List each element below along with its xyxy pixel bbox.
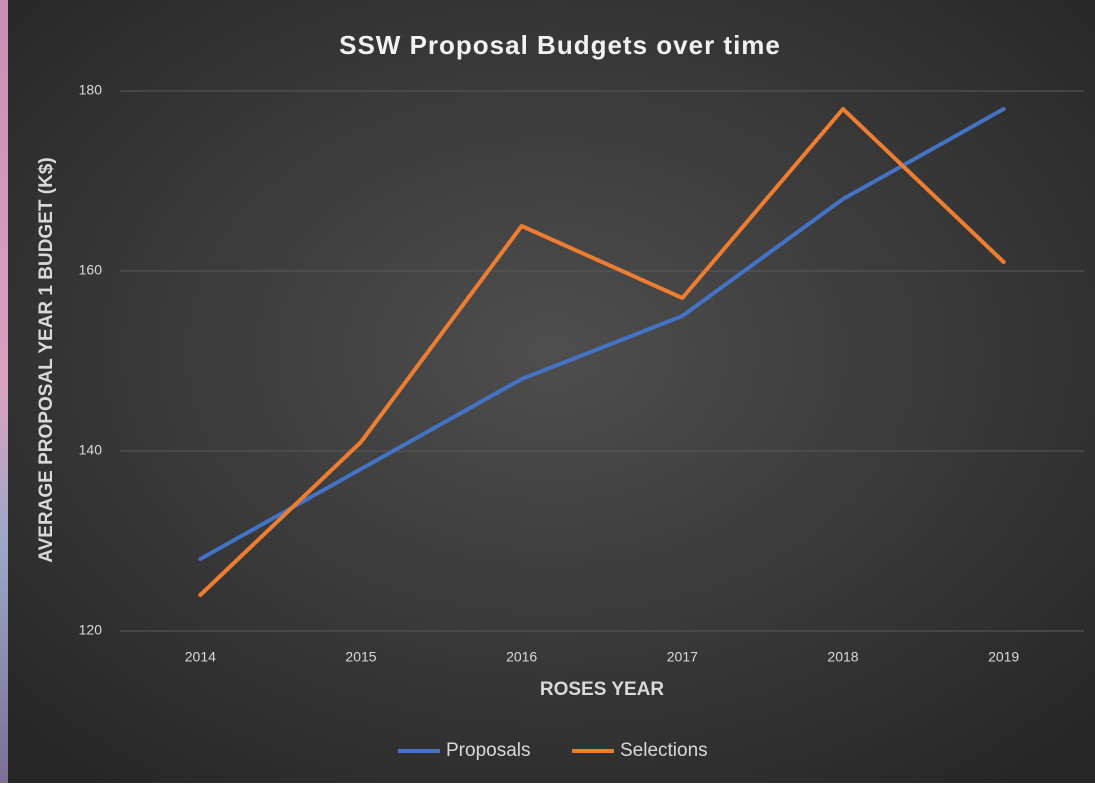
y-tick-label: 140 <box>79 442 103 458</box>
legend-label: Selections <box>620 740 708 761</box>
chart-background <box>8 0 1095 783</box>
y-tick-label: 160 <box>79 262 103 278</box>
x-tick-label: 2016 <box>506 649 537 665</box>
y-axis-label: AVERAGE PROPOSAL YEAR 1 BUDGET (K$) <box>36 157 57 562</box>
x-tick-label: 2017 <box>667 649 698 665</box>
x-tick-label: 2019 <box>988 649 1019 665</box>
x-tick-label: 2015 <box>345 649 376 665</box>
chart-title: SSW Proposal Budgets over time <box>339 30 781 60</box>
legend-label: Proposals <box>446 740 531 761</box>
x-tick-label: 2014 <box>185 649 216 665</box>
y-tick-label: 120 <box>79 622 103 638</box>
y-tick-label: 180 <box>79 82 103 98</box>
x-tick-label: 2018 <box>827 649 858 665</box>
series-line <box>198 107 1006 597</box>
x-axis-label: ROSES YEAR <box>540 679 665 700</box>
series-line <box>198 107 1006 561</box>
